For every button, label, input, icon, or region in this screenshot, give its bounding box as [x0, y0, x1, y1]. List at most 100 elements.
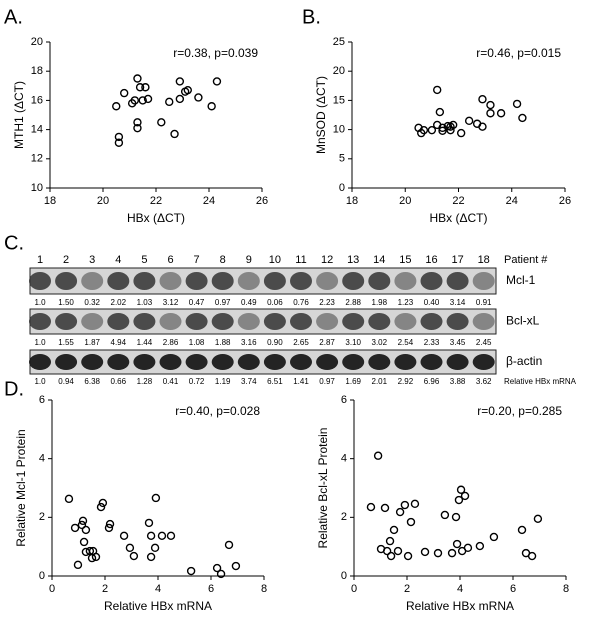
x-tick-label: 18 — [44, 195, 56, 207]
band — [159, 272, 182, 290]
band — [81, 354, 104, 370]
point — [157, 531, 167, 541]
band-value: 1.0 — [34, 377, 46, 386]
point — [486, 109, 495, 118]
band-value: 0.90 — [267, 338, 283, 347]
lane-header: Patient # — [504, 254, 548, 266]
band — [420, 272, 443, 290]
band-value: 2.23 — [319, 298, 335, 307]
lane-number: 6 — [167, 254, 173, 266]
point — [216, 569, 226, 579]
band — [133, 354, 156, 370]
point — [454, 495, 464, 505]
lane-number: 13 — [347, 254, 359, 266]
band-value: 0.49 — [241, 298, 257, 307]
lane-number: 5 — [141, 254, 147, 266]
band — [55, 272, 78, 290]
lane-number: 17 — [451, 254, 463, 266]
point — [382, 546, 392, 556]
band-value: 0.72 — [189, 377, 205, 386]
band-value: 6.51 — [267, 377, 283, 386]
annotation: r=0.40, p=0.028 — [175, 404, 260, 418]
y-tick-label: 0 — [39, 570, 45, 582]
lane-number: 10 — [269, 254, 281, 266]
band-value: 0.41 — [163, 377, 179, 386]
point — [212, 563, 222, 573]
point — [447, 548, 457, 558]
x-tick-label: 24 — [203, 195, 215, 207]
point — [527, 551, 537, 561]
x-tick-label: 18 — [346, 195, 358, 207]
band — [211, 272, 234, 290]
point — [389, 525, 399, 535]
x-tick-label: 8 — [563, 583, 569, 595]
point — [146, 531, 156, 541]
band — [420, 354, 443, 370]
band — [290, 272, 312, 290]
y-tick-label: 25 — [333, 36, 345, 48]
y-axis-label: Relative Bcl-xL Protein — [316, 428, 330, 549]
lane-number: 11 — [295, 254, 306, 266]
lane-number: 16 — [425, 254, 437, 266]
y-tick-label: 15 — [333, 94, 345, 106]
band-value: 6.96 — [424, 377, 440, 386]
point — [435, 107, 445, 117]
annotation: r=0.20, p=0.285 — [477, 404, 562, 418]
band — [29, 354, 51, 370]
point — [478, 122, 487, 131]
point — [166, 531, 176, 541]
y-tick-label: 10 — [333, 124, 345, 136]
band-value: 3.16 — [241, 338, 257, 347]
y-tick-label: 18 — [31, 65, 43, 77]
point — [170, 129, 179, 139]
point — [486, 100, 495, 110]
band-value: 0.97 — [319, 377, 335, 386]
band — [342, 313, 365, 330]
point — [165, 97, 174, 107]
x-axis-label: Relative HBx mRNA — [406, 599, 514, 613]
band-value: 0.32 — [84, 298, 100, 307]
lane-number: 8 — [220, 254, 226, 266]
y-tick-label: 12 — [31, 153, 43, 165]
point — [489, 532, 499, 542]
point — [400, 500, 410, 510]
x-axis-label: HBx (ΔCT) — [429, 211, 487, 225]
band — [316, 354, 339, 370]
band — [316, 313, 339, 330]
row-label: Relative HBx mRNA — [504, 377, 577, 386]
point — [420, 547, 430, 557]
y-tick-label: 14 — [31, 124, 43, 136]
band-value: 2.54 — [398, 338, 414, 347]
band-value: 1.98 — [372, 298, 388, 307]
band-value: 1.88 — [215, 338, 231, 347]
point — [438, 126, 447, 135]
point — [224, 540, 234, 550]
x-axis-label: Relative HBx mRNA — [104, 599, 212, 613]
band — [263, 272, 286, 290]
lane-number: 1 — [37, 254, 43, 266]
band-value: 2.02 — [111, 298, 127, 307]
lane-number: 18 — [478, 254, 490, 266]
point — [451, 512, 461, 522]
band-value: 1.08 — [189, 338, 205, 347]
y-tick-label: 6 — [39, 394, 45, 406]
x-tick-label: 0 — [49, 583, 55, 595]
row-label: Mcl-1 — [506, 273, 536, 287]
point — [91, 552, 101, 562]
band-value: 1.19 — [215, 377, 231, 386]
band — [263, 354, 286, 370]
band — [81, 313, 104, 330]
lane-number: 4 — [115, 254, 121, 266]
band-value: 3.14 — [450, 298, 466, 307]
point — [114, 138, 124, 147]
y-tick-label: 0 — [341, 570, 347, 582]
point — [512, 99, 522, 109]
x-tick-label: 22 — [452, 195, 464, 207]
band — [107, 313, 130, 330]
band — [107, 272, 130, 290]
point — [194, 93, 203, 102]
y-tick-label: 5 — [339, 153, 345, 165]
point — [478, 95, 487, 104]
band — [81, 272, 104, 290]
x-tick-label: 4 — [155, 583, 161, 595]
